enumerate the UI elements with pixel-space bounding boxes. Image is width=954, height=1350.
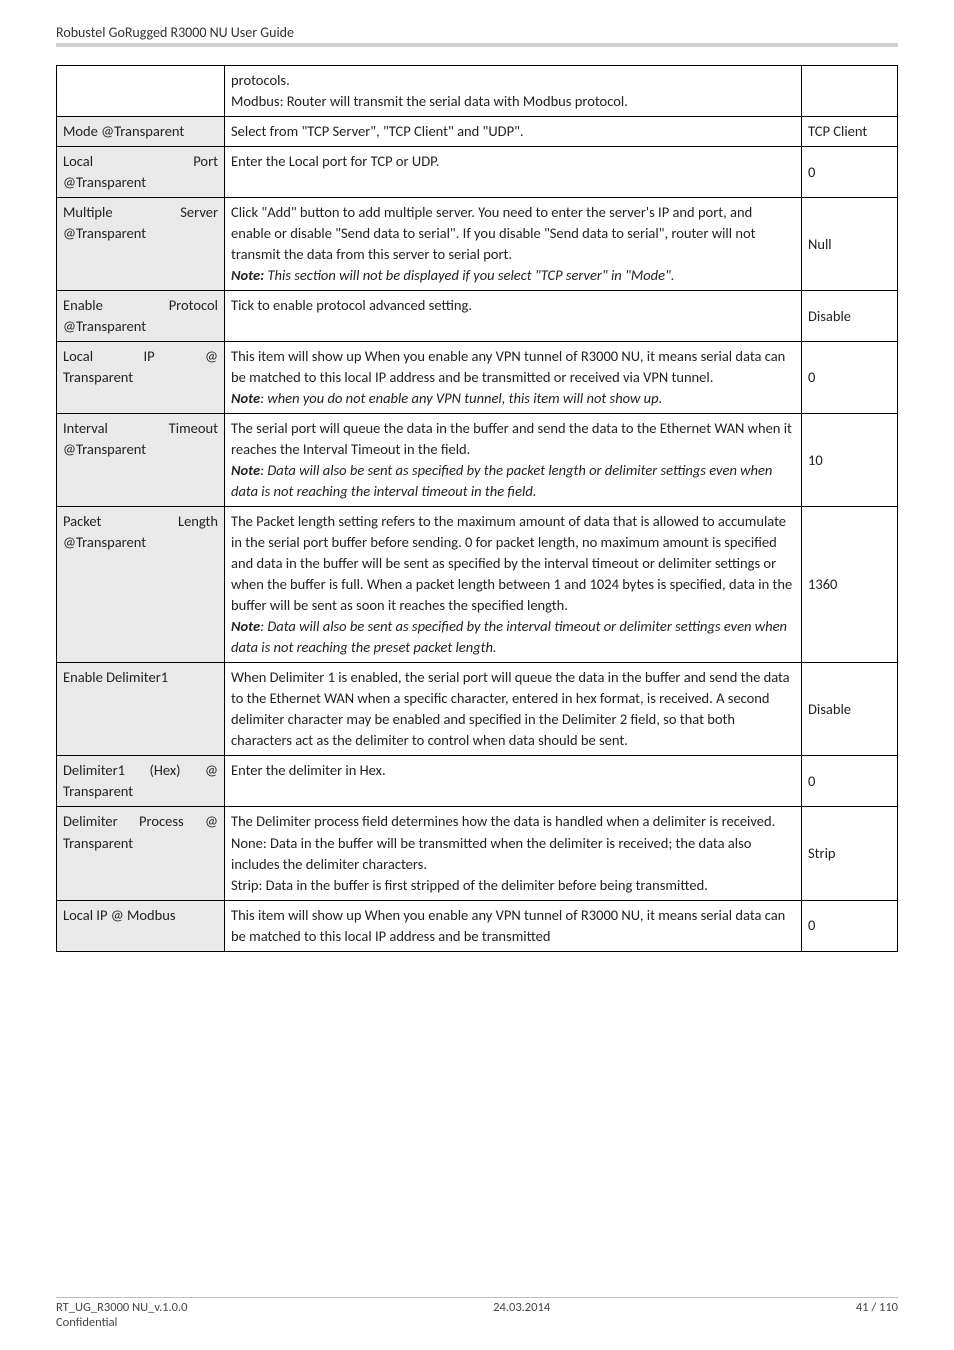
description-cell: Enter the delimiter in Hex.: [225, 756, 802, 807]
default-value-cell: Null: [802, 198, 898, 291]
param-name-cell: Local IP @ Modbus: [57, 900, 225, 951]
page-header: Robustel GoRugged R3000 NU User Guide: [56, 24, 898, 43]
param-name-cell: MultipleServer@Transparent: [57, 198, 225, 291]
table-row: MultipleServer@TransparentClick "Add" bu…: [57, 198, 898, 291]
description-cell: The serial port will queue the data in t…: [225, 414, 802, 507]
table-row: IntervalTimeout@TransparentThe serial po…: [57, 414, 898, 507]
footer-date: 24.03.2014: [493, 1300, 550, 1330]
spec-table: protocols.Modbus: Router will transmit t…: [56, 65, 898, 952]
description-cell: The Packet length setting refers to the …: [225, 507, 802, 663]
param-name-cell: LocalIP@Transparent: [57, 342, 225, 414]
default-value-cell: 1360: [802, 507, 898, 663]
default-value-cell: 0: [802, 342, 898, 414]
description-cell: protocols.Modbus: Router will transmit t…: [225, 66, 802, 117]
table-row: EnableProtocol@TransparentTick to enable…: [57, 291, 898, 342]
description-cell: Tick to enable protocol advanced setting…: [225, 291, 802, 342]
table-row: Local IP @ ModbusThis item will show up …: [57, 900, 898, 951]
description-cell: Enter the Local port for TCP or UDP.: [225, 147, 802, 198]
param-name-cell: EnableProtocol@Transparent: [57, 291, 225, 342]
description-cell: This item will show up When you enable a…: [225, 342, 802, 414]
table-row: Delimiter1(Hex)@TransparentEnter the del…: [57, 756, 898, 807]
footer-doc-id: RT_UG_R3000 NU_v.1.0.0: [56, 1300, 187, 1315]
default-value-cell: TCP Client: [802, 117, 898, 147]
default-value-cell: 10: [802, 414, 898, 507]
param-name-cell: PacketLength@Transparent: [57, 507, 225, 663]
table-row: LocalIP@TransparentThis item will show u…: [57, 342, 898, 414]
footer-rule: [56, 1297, 898, 1298]
description-cell: When Delimiter 1 is enabled, the serial …: [225, 663, 802, 756]
table-row: DelimiterProcess@TransparentThe Delimite…: [57, 807, 898, 900]
param-name-cell: Delimiter1(Hex)@Transparent: [57, 756, 225, 807]
default-value-cell: 0: [802, 147, 898, 198]
default-value-cell: Disable: [802, 291, 898, 342]
param-name-cell: Mode @Transparent: [57, 117, 225, 147]
default-value-cell: Disable: [802, 663, 898, 756]
param-name-cell: DelimiterProcess@Transparent: [57, 807, 225, 900]
table-row: LocalPort@TransparentEnter the Local por…: [57, 147, 898, 198]
table-row: protocols.Modbus: Router will transmit t…: [57, 66, 898, 117]
description-cell: The Delimiter process field determines h…: [225, 807, 802, 900]
default-value-cell: [802, 66, 898, 117]
table-row: Mode @TransparentSelect from "TCP Server…: [57, 117, 898, 147]
page: Robustel GoRugged R3000 NU User Guide pr…: [0, 0, 954, 1350]
param-name-cell: [57, 66, 225, 117]
table-row: PacketLength@TransparentThe Packet lengt…: [57, 507, 898, 663]
footer-confidential: Confidential: [56, 1315, 187, 1330]
param-name-cell: IntervalTimeout@Transparent: [57, 414, 225, 507]
default-value-cell: 0: [802, 756, 898, 807]
table-row: Enable Delimiter1When Delimiter 1 is ena…: [57, 663, 898, 756]
description-cell: This item will show up When you enable a…: [225, 900, 802, 951]
param-name-cell: Enable Delimiter1: [57, 663, 225, 756]
param-name-cell: LocalPort@Transparent: [57, 147, 225, 198]
default-value-cell: 0: [802, 900, 898, 951]
footer-page-number: 41 / 110: [856, 1300, 898, 1330]
page-footer: RT_UG_R3000 NU_v.1.0.0 Confidential 24.0…: [56, 1297, 898, 1330]
description-cell: Click "Add" button to add multiple serve…: [225, 198, 802, 291]
default-value-cell: Strip: [802, 807, 898, 900]
header-rule: [56, 43, 898, 47]
description-cell: Select from "TCP Server", "TCP Client" a…: [225, 117, 802, 147]
